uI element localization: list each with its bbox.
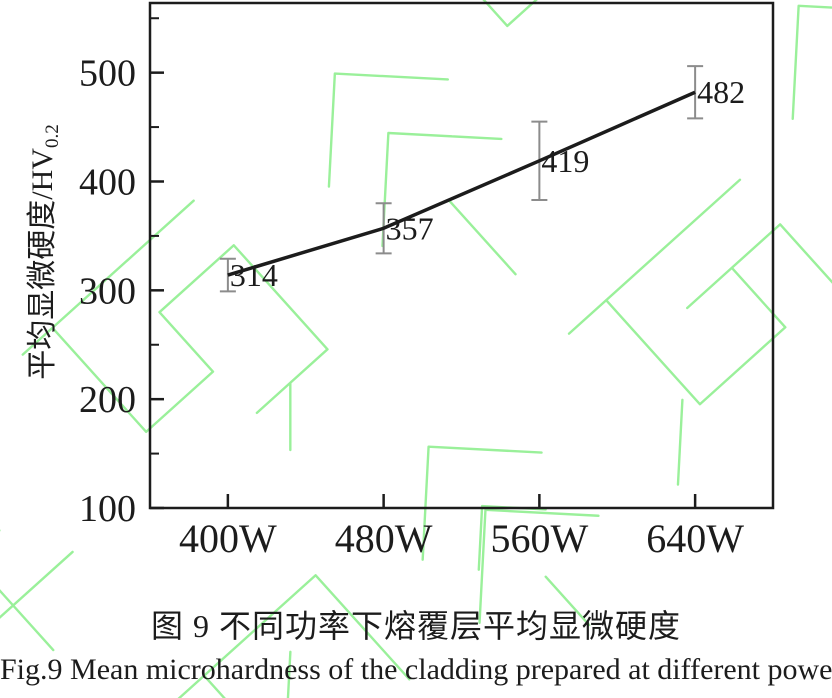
figure-caption-chinese: 图 9 不同功率下熔覆层平均显微硬度 — [150, 608, 681, 644]
data-line — [227, 90, 696, 277]
plot-frame — [148, 1, 775, 510]
data-point-label: 419 — [541, 143, 589, 179]
microhardness-line-chart: 100 200 300 400 500 400W 480W 560W 640W 314 357 419… — [26, 1, 775, 561]
figure-caption-english: Fig.9 Mean microhardness of the cladding… — [0, 653, 832, 686]
x-axis-tick-label: 400W — [179, 516, 277, 561]
y-axis-tick-label: 400 — [79, 161, 136, 203]
x-axis-tick-label: 640W — [646, 516, 744, 561]
y-axis-tick-label: 300 — [79, 270, 136, 312]
data-point-label: 357 — [386, 210, 434, 246]
data-point-label: 482 — [697, 74, 745, 110]
x-axis-tick-label: 560W — [490, 516, 588, 561]
y-axis-tick-label: 500 — [79, 53, 136, 95]
y-axis-title: 平均显微硬度/HV0.2 — [26, 124, 63, 379]
y-axis-tick-label: 100 — [79, 488, 136, 530]
x-axis-tick-label: 480W — [335, 516, 433, 561]
data-point-label: 314 — [230, 257, 278, 293]
y-axis-tick-label: 200 — [79, 379, 136, 421]
